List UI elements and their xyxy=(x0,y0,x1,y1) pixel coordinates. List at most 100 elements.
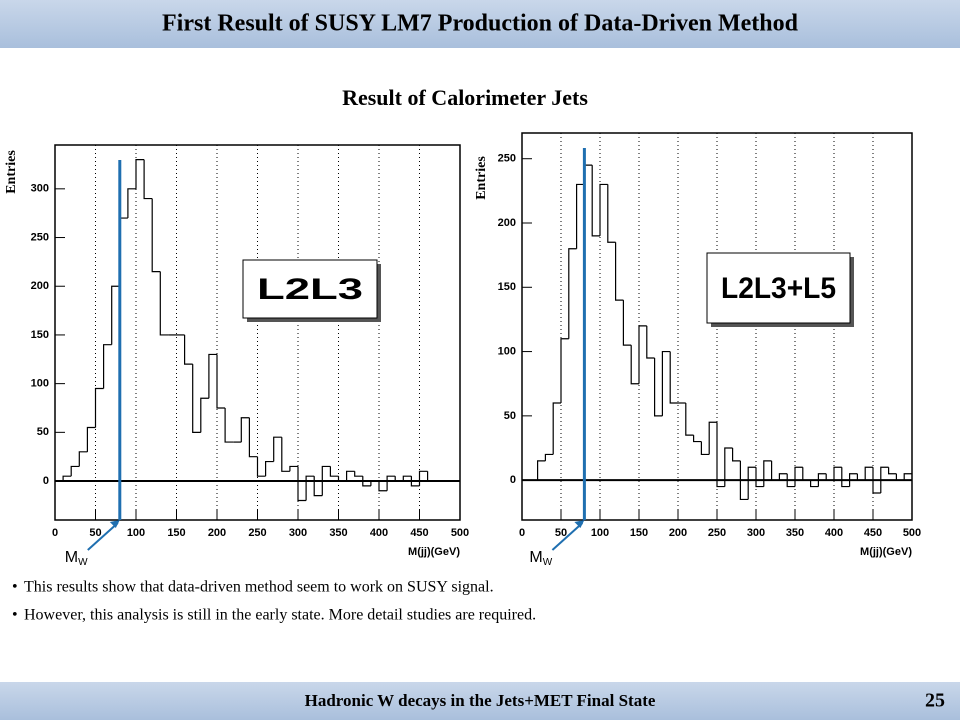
histogram-bin xyxy=(724,447,733,487)
bullet-text: This results show that data-driven metho… xyxy=(24,579,494,596)
histogram-bin xyxy=(305,475,315,501)
slide-title: First Result of SUSY LM7 Production of D… xyxy=(162,11,799,37)
x-tick-label: 250 xyxy=(248,527,266,539)
x-tick-label: 500 xyxy=(903,527,921,539)
histogram-bin xyxy=(248,417,258,458)
histogram-bin xyxy=(763,460,772,487)
histogram-bin xyxy=(70,465,80,477)
histogram-bin xyxy=(256,456,266,477)
x-axis-label: M(jj)(GeV) xyxy=(408,546,460,558)
histogram-bin xyxy=(591,165,600,237)
y-tick-label: 0 xyxy=(510,474,516,486)
w-mass-arrow xyxy=(87,522,119,551)
histogram-bin xyxy=(224,407,234,443)
x-tick-label: 450 xyxy=(864,527,882,539)
histogram-bin xyxy=(794,466,803,487)
w-mass-arrow xyxy=(551,522,584,551)
y-tick-label: 50 xyxy=(37,426,49,438)
histogram-bin xyxy=(732,448,741,462)
histogram-bin xyxy=(888,467,897,475)
histogram-bin xyxy=(810,480,819,488)
histogram-bin xyxy=(638,325,647,384)
x-tick-label: 300 xyxy=(289,527,307,539)
x-tick-label: 300 xyxy=(747,527,765,539)
x-tick-label: 450 xyxy=(410,527,428,539)
bullet-text: However, this analysis is still in the e… xyxy=(24,607,536,624)
x-tick-label: 150 xyxy=(630,527,648,539)
histogram-bin xyxy=(402,475,412,482)
subtitle: Result of Calorimeter Jets xyxy=(342,85,588,110)
y-tick-label: 100 xyxy=(498,345,516,357)
histogram-bin xyxy=(135,159,145,189)
histogram-bin xyxy=(418,470,428,486)
x-tick-label: 150 xyxy=(167,527,185,539)
histogram-bin xyxy=(537,460,546,481)
header-bar xyxy=(0,0,960,48)
histogram-bin xyxy=(630,345,639,385)
histogram-bin xyxy=(151,198,161,273)
x-tick-label: 0 xyxy=(519,527,525,539)
w-mass-label-main: M xyxy=(529,549,542,566)
histogram-bin xyxy=(708,421,717,455)
x-tick-label: 50 xyxy=(89,527,101,539)
histogram-bin xyxy=(771,460,780,481)
histogram-bin xyxy=(568,248,577,339)
arrow-head xyxy=(109,520,120,528)
histogram-bin xyxy=(337,476,347,482)
histogram-bin xyxy=(346,470,355,482)
histogram-bin xyxy=(127,188,136,219)
box-label: L2L3 xyxy=(257,273,363,306)
x-tick-label: 400 xyxy=(825,527,843,539)
histogram-bin xyxy=(841,467,850,488)
histogram-bin xyxy=(802,467,811,481)
y-tick-label: 0 xyxy=(43,475,49,487)
histogram-bin xyxy=(386,475,396,491)
histogram-bin xyxy=(192,364,201,433)
y-tick-label: 200 xyxy=(31,280,49,292)
page-number: 25 xyxy=(925,690,945,712)
histogram-bin xyxy=(313,476,323,497)
histogram-bin xyxy=(62,475,72,482)
y-tick-label: 200 xyxy=(498,217,516,229)
bullet: • xyxy=(12,607,18,624)
histogram-bin xyxy=(895,473,905,481)
histogram-bin xyxy=(321,465,331,496)
histogram-bin xyxy=(849,473,858,487)
histogram-bin xyxy=(607,184,616,243)
histogram-bin xyxy=(622,300,632,346)
histogram-bin xyxy=(544,453,554,461)
x-tick-label: 200 xyxy=(208,527,226,539)
histogram-bin xyxy=(661,350,671,416)
y-tick-label: 100 xyxy=(31,378,49,390)
histogram-bin xyxy=(265,460,274,477)
histogram-bin xyxy=(410,476,420,487)
histogram-bin xyxy=(289,465,298,472)
x-tick-label: 350 xyxy=(329,527,347,539)
x-tick-label: 250 xyxy=(708,527,726,539)
histogram-bin xyxy=(273,436,282,462)
histogram-bin xyxy=(825,473,834,481)
bullet: • xyxy=(12,579,18,596)
histogram-bin xyxy=(833,466,842,481)
histogram-bin xyxy=(240,417,250,443)
histogram-bin xyxy=(552,402,561,455)
w-mass-label: MW xyxy=(65,549,88,567)
footer-bar xyxy=(0,682,960,720)
histogram-bin xyxy=(103,344,112,389)
w-mass-label-sub: W xyxy=(78,557,88,568)
histogram-bin xyxy=(560,338,569,403)
arrow-head xyxy=(574,520,585,528)
histogram-bin xyxy=(370,480,379,486)
histogram-bin xyxy=(654,358,663,417)
histogram-bin xyxy=(281,437,290,472)
histogram-bin xyxy=(86,426,96,452)
label-box xyxy=(242,259,378,319)
histogram-bin xyxy=(394,476,404,482)
histogram-bin xyxy=(693,435,702,443)
histogram-bin xyxy=(739,460,749,501)
y-axis-label: Entries xyxy=(474,156,489,200)
histogram-bin xyxy=(786,473,795,488)
histogram-bin xyxy=(184,334,193,365)
y-tick-label: 50 xyxy=(504,410,516,422)
